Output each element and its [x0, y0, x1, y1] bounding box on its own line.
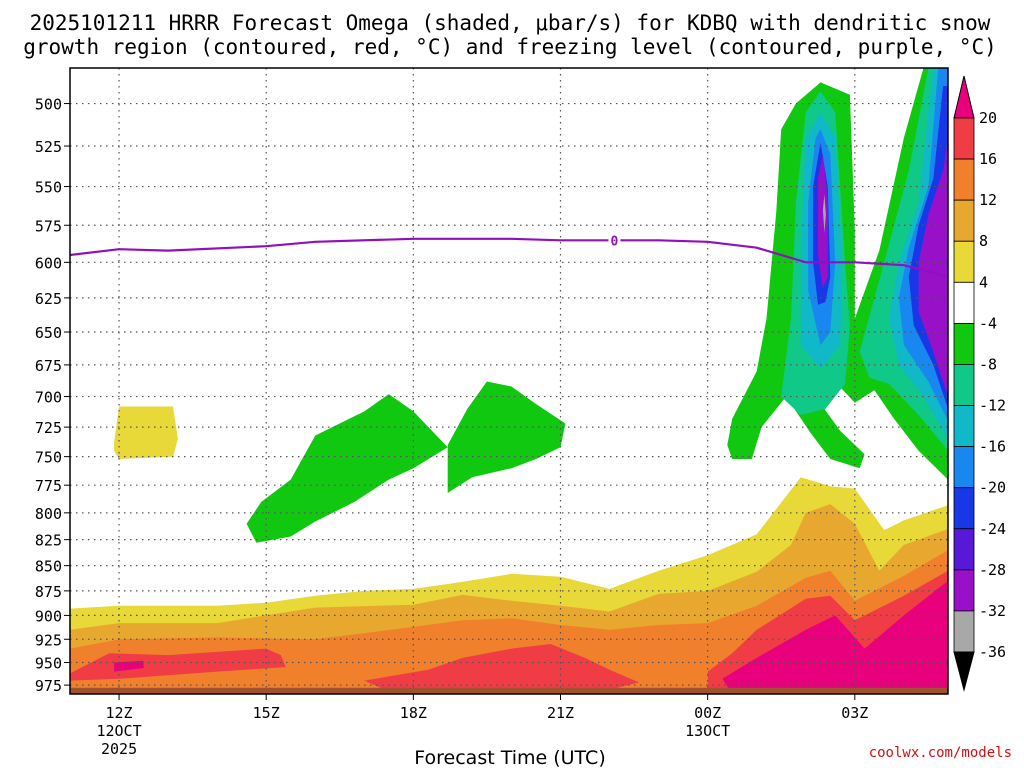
y-tick-label-975: 975 — [35, 677, 62, 695]
freezing-level-label: 0 — [611, 234, 619, 249]
x-tick-label-00Z: 00Z — [694, 704, 721, 722]
colorbar-bin-6 — [953, 322, 975, 365]
y-axis: 500 525 550 575 600 625 650 675 700 725 750 775 800 8… — [35, 96, 70, 695]
colorbar-bin-7 — [953, 364, 975, 406]
freezing-level-contour: 0 — [69, 233, 949, 278]
colorbar-bin-1 — [953, 117, 975, 160]
colorbar-bin-9 — [953, 446, 975, 489]
omega-region-10 — [447, 381, 566, 493]
y-tick-label-750: 750 — [35, 449, 62, 467]
omega-region-22 — [822, 194, 826, 233]
colorbar: 20 16 12 8 4 -4 -8 -12 -16 -20 -24 -28 -32 -36 — [953, 75, 1006, 692]
colorbar-bin-2 — [953, 158, 975, 201]
omega-region-7 — [114, 660, 144, 672]
y-tick-label-725: 725 — [35, 419, 62, 437]
omega-region-4 — [364, 644, 639, 692]
x-tick-label-03Z: 03Z — [841, 704, 868, 722]
colorbar-label-3: 8 — [979, 232, 988, 250]
y-tick-label-550: 550 — [35, 179, 62, 197]
y-tick-label-950: 950 — [35, 654, 62, 672]
x-tick-date-12Z: 12OCT — [96, 722, 141, 740]
colorbar-label-5: -4 — [979, 314, 997, 332]
colorbar-label-1: 16 — [979, 150, 997, 168]
colorbar-bin-11 — [953, 528, 975, 571]
y-tick-label-625: 625 — [35, 290, 62, 308]
colorbar-label-7: -12 — [979, 397, 1006, 415]
chart-title-line-2: growth region (contoured, red, °C) and f… — [23, 35, 997, 59]
colorbar-bin-10 — [953, 487, 975, 530]
x-tick-label-21Z: 21Z — [547, 704, 574, 722]
omega-region-20 — [818, 154, 828, 289]
omega-region-9 — [246, 394, 448, 543]
colorbar-label-6: -8 — [979, 355, 997, 373]
colorbar-label-0: 20 — [979, 109, 997, 127]
colorbar-bottom-arrow — [953, 651, 975, 692]
y-tick-label-900: 900 — [35, 607, 62, 625]
x-tick-date-00Z: 13OCT — [685, 722, 730, 740]
omega-region-3 — [70, 648, 286, 681]
colorbar-label-12: -32 — [979, 602, 1006, 620]
y-tick-label-500: 500 — [35, 96, 62, 114]
colorbar-label-13: -36 — [979, 643, 1006, 661]
omega-region-6 — [722, 580, 948, 694]
freezing-level-label-bg — [608, 233, 621, 248]
colorbar-bin-4 — [953, 240, 975, 283]
y-tick-label-675: 675 — [35, 357, 62, 375]
x-tick-label-15Z: 15Z — [253, 704, 280, 722]
y-tick-label-800: 800 — [35, 505, 62, 523]
y-tick-label-650: 650 — [35, 324, 62, 342]
chart-title-line-1: 2025101211 HRRR Forecast Omega (shaded, … — [30, 11, 991, 35]
y-tick-label-525: 525 — [35, 138, 62, 156]
colorbar-bin-13 — [953, 610, 975, 653]
y-tick-label-775: 775 — [35, 477, 62, 495]
colorbar-label-9: -20 — [979, 479, 1006, 497]
y-tick-label-575: 575 — [35, 217, 62, 235]
colorbar-bin-8 — [953, 405, 975, 448]
y-tick-label-825: 825 — [35, 532, 62, 550]
y-tick-label-600: 600 — [35, 254, 62, 272]
plot-frame — [69, 67, 949, 695]
gridlines — [70, 68, 948, 694]
x-axis-title: Forecast Time (UTC) — [414, 747, 605, 768]
y-tick-label-925: 925 — [35, 631, 62, 649]
ground-surface-band — [70, 687, 948, 694]
colorbar-label-11: -28 — [979, 561, 1006, 579]
colorbar-bin-3 — [953, 199, 975, 242]
source-credit: coolwx.com/models — [869, 745, 1012, 761]
x-tick-year-12Z: 2025 — [101, 740, 137, 758]
colorbar-label-8: -16 — [979, 438, 1006, 456]
omega-region-8 — [114, 406, 178, 459]
colorbar-label-2: 12 — [979, 191, 997, 209]
y-tick-label-850: 850 — [35, 558, 62, 576]
x-tick-label-12Z: 12Z — [106, 704, 133, 722]
colorbar-label-10: -24 — [979, 520, 1006, 538]
colorbar-bin-5 — [953, 281, 975, 324]
colorbar-label-4: 4 — [979, 273, 988, 291]
colorbar-bin-12 — [953, 569, 975, 612]
y-tick-label-700: 700 — [35, 389, 62, 407]
freezing-level-line — [69, 237, 949, 278]
omega-shaded-regions — [70, 68, 948, 694]
y-tick-label-875: 875 — [35, 583, 62, 601]
x-tick-label-18Z: 18Z — [400, 704, 427, 722]
